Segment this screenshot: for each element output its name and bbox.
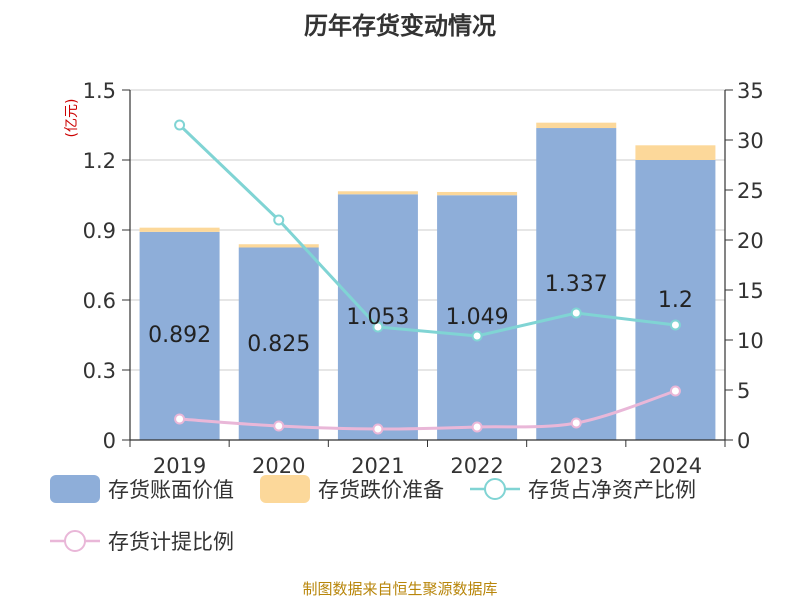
legend-label-impairment: 存货跌价准备 <box>318 478 444 502</box>
bar-impairment[interactable] <box>238 244 319 248</box>
bar-book-value[interactable] <box>139 231 220 440</box>
bar-book-value[interactable] <box>337 194 418 440</box>
line-provision-ratio-point[interactable] <box>273 420 285 432</box>
data-label-book-value: 1.2 <box>658 288 693 313</box>
line-net-asset-ratio <box>178 123 676 338</box>
left-axis-tick-label: 1.2 <box>83 149 116 173</box>
left-axis-tick-label: 0.6 <box>83 289 116 313</box>
data-label-book-value: 0.892 <box>148 323 211 348</box>
line-provision-ratio <box>179 389 676 431</box>
x-axis-tick-label: 2024 <box>649 454 702 478</box>
left-axis-tick-label: 1.5 <box>83 79 116 103</box>
bars <box>139 122 716 441</box>
line-net-asset-ratio-point[interactable] <box>570 307 582 319</box>
legend-item-net-asset-ratio[interactable]: 存货占净资产比例 <box>470 474 696 504</box>
legend-item-book-value[interactable]: 存货账面价值 <box>50 474 234 504</box>
data-label-book-value: 1.053 <box>346 305 409 330</box>
line-provision-ratio-point[interactable] <box>669 385 681 397</box>
right-axis-tick-label: 15 <box>737 279 764 303</box>
left-axis-unit-label: (亿元) <box>64 99 80 138</box>
bar-book-value[interactable] <box>238 247 319 441</box>
bar-impairment[interactable] <box>437 191 518 196</box>
data-label-book-value: 1.049 <box>446 305 509 330</box>
line-provision-ratio-point[interactable] <box>174 413 186 425</box>
lines <box>174 119 681 435</box>
x-axis-tick-label: 2023 <box>550 454 603 478</box>
right-axis-tick-label: 20 <box>737 229 764 253</box>
legend-item-impairment[interactable]: 存货跌价准备 <box>260 474 444 504</box>
legend-row-1: 存货账面价值 存货跌价准备 存货占净资产比例 <box>50 470 790 508</box>
data-label-book-value: 1.337 <box>545 272 608 297</box>
line-net-asset-ratio-point[interactable] <box>669 319 681 331</box>
right-axis-tick-label: 25 <box>737 179 764 203</box>
axes: 0 0.3 0.6 0.9 1.2 1.5 0 5 10 15 20 25 30 35 (亿元) 2019 20… <box>64 79 764 478</box>
legend-label-net-asset-ratio: 存货占净资产比例 <box>528 478 696 502</box>
legend-label-provision-ratio: 存货计提比例 <box>108 530 234 554</box>
data-label-book-value: 0.825 <box>247 332 310 357</box>
bar-impairment[interactable] <box>139 227 220 232</box>
bar-impairment[interactable] <box>536 122 617 129</box>
x-axis-tick-label: 2022 <box>450 454 503 478</box>
grid-lines <box>130 89 725 371</box>
line-provision-ratio-point[interactable] <box>471 421 483 433</box>
line-net-asset-ratio-point[interactable] <box>471 330 483 342</box>
left-axis-tick-label: 0.9 <box>83 219 116 243</box>
line-provision-ratio-point[interactable] <box>372 423 384 435</box>
line-net-asset-ratio-point[interactable] <box>273 214 285 226</box>
data-source-footer: 制图数据来自恒生聚源数据库 <box>302 580 498 598</box>
legend: 存货账面价值 存货跌价准备 存货占净资产比例 存货计提比例 <box>50 470 790 574</box>
right-axis-tick-label: 0 <box>737 429 750 453</box>
bar-impairment[interactable] <box>337 191 418 195</box>
right-axis-tick-label: 10 <box>737 329 764 353</box>
right-axis-tick-label: 5 <box>737 379 750 403</box>
bar-book-value[interactable] <box>536 128 617 441</box>
line-provision-ratio-point[interactable] <box>570 417 582 429</box>
legend-item-provision-ratio[interactable]: 存货计提比例 <box>50 526 234 556</box>
legend-row-2: 存货计提比例 <box>50 522 790 560</box>
legend-swatch-book-value <box>50 475 100 503</box>
chart-title: 历年存货变动情况 <box>304 12 496 40</box>
left-axis-tick-label: 0.3 <box>83 359 116 383</box>
x-axis-tick-label: 2020 <box>252 454 305 478</box>
bar-book-value[interactable] <box>437 195 518 440</box>
line-net-asset-ratio-point[interactable] <box>372 321 384 333</box>
line-net-asset-ratio-point[interactable] <box>174 119 186 131</box>
legend-swatch-net-asset-ratio <box>470 478 520 500</box>
data-labels: 0.892 0.825 1.053 1.049 1.337 1.2 <box>148 272 693 357</box>
x-axis-tick-label: 2021 <box>351 454 404 478</box>
legend-swatch-impairment <box>260 475 310 503</box>
legend-swatch-provision-ratio <box>50 530 100 552</box>
x-axis-tick-label: 2019 <box>153 454 206 478</box>
bar-impairment[interactable] <box>635 145 716 160</box>
right-axis-tick-label: 35 <box>737 79 764 103</box>
legend-label-book-value: 存货账面价值 <box>108 478 234 502</box>
left-axis-tick-label: 0 <box>103 429 116 453</box>
right-axis-tick-label: 30 <box>737 129 764 153</box>
